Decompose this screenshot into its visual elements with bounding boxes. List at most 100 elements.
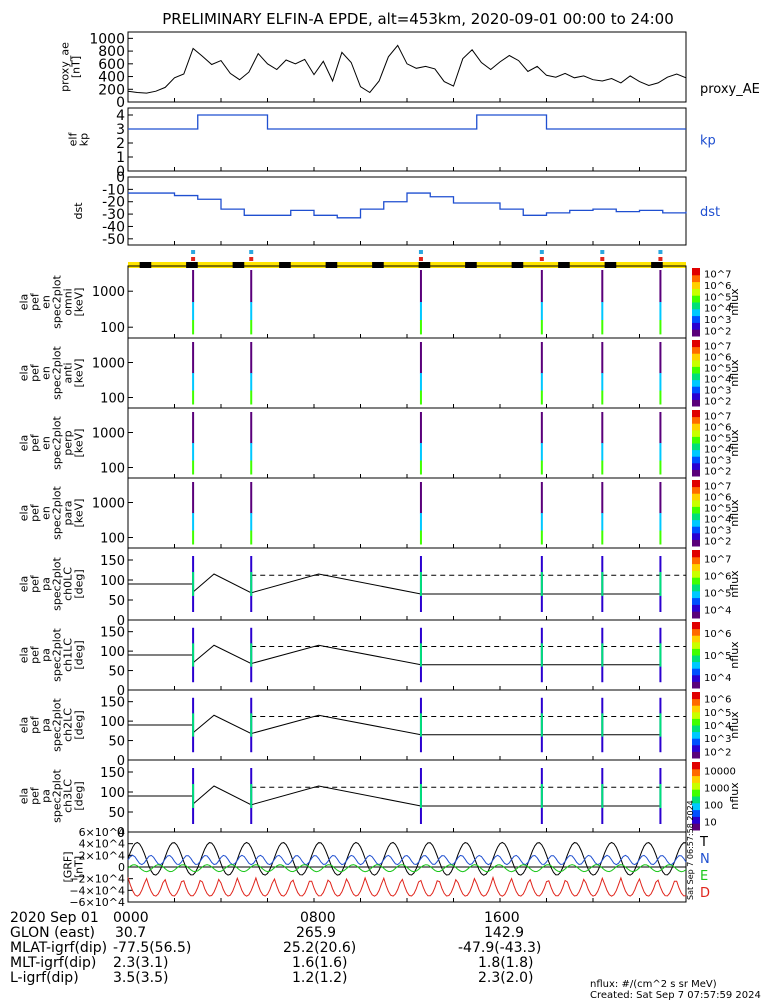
orbit-segment: [186, 262, 198, 268]
colorbar-cell: [692, 711, 700, 719]
pa-trace: [659, 572, 662, 596]
footer-units: nflux: #/(cm^2 s sr MeV): [590, 979, 717, 990]
y-axis-label: pef: [29, 503, 42, 522]
spectra-trace: [540, 390, 543, 405]
colorbar-tick: 10^4: [704, 304, 731, 315]
colorbar-cell: [692, 648, 700, 656]
colorbar-cell: [692, 366, 700, 374]
colorbar-cell: [692, 499, 700, 507]
colorbar-cell: [692, 789, 700, 797]
y-tick-label: 50: [108, 806, 125, 821]
y-tick-label: 1000: [92, 285, 125, 300]
spectra-trace: [540, 482, 543, 514]
row-value: 1.2(1.2): [292, 970, 347, 986]
spectra-trace: [540, 513, 543, 531]
y-axis-label: spec2plot: [51, 486, 64, 540]
colorbar-tick: 10^6: [704, 353, 731, 364]
y-axis-label: [deg]: [73, 710, 86, 739]
spectra-trace: [659, 513, 662, 531]
colorbar-tick: 10: [704, 818, 717, 829]
colorbar-tick: 10^5: [704, 504, 731, 515]
legend-proxy-ae: proxy_AE: [700, 82, 760, 97]
colorbar-cell: [692, 526, 700, 534]
spectra-trace: [659, 270, 662, 303]
y-axis-label: kp: [78, 133, 91, 146]
colorbar-cell: [692, 816, 700, 824]
colorbar-cell: [692, 738, 700, 746]
pa-trace: [250, 643, 253, 667]
colorbar-tick: 10^5: [704, 434, 731, 445]
colorbar-cell: [692, 410, 700, 418]
colorbar-cell: [692, 379, 700, 387]
y-tick-label: 50: [108, 735, 125, 750]
orbit-segment: [325, 262, 338, 268]
spectra-trace: [419, 482, 422, 514]
y-axis-label: pa: [40, 577, 53, 591]
colorbar-label: nflux: [728, 570, 741, 598]
spectra-trace: [540, 302, 543, 320]
colorbar-tick: 10^4: [704, 445, 731, 456]
colorbar-cell: [692, 340, 700, 348]
colorbar-cell: [692, 329, 700, 337]
spectra-trace: [419, 342, 422, 374]
y-axis-label: pa: [40, 718, 53, 732]
y-tick-label: 0: [117, 684, 125, 699]
legend-D: D: [700, 886, 710, 901]
y-axis-label: perp: [62, 430, 75, 455]
y-tick-label: -30: [102, 207, 125, 223]
colorbar-cell: [692, 796, 700, 804]
y-tick-label: 3: [116, 122, 125, 138]
spectra-trace: [659, 342, 662, 374]
y-tick-label: 100: [100, 392, 125, 407]
spectra-trace: [419, 443, 422, 461]
colorbar-cell: [692, 295, 700, 303]
y-tick-label: 150: [100, 554, 125, 569]
row-value: 0800: [300, 910, 336, 926]
y-axis-label: [GRF]: [62, 851, 75, 882]
colorbar-cell: [692, 698, 700, 706]
series-line-N: [127, 854, 687, 866]
colorbar-tick: 10^3: [704, 734, 731, 745]
loss-cone-line: [192, 644, 661, 666]
colorbar-tick: 10^4: [704, 721, 731, 732]
orbit-segment: [558, 262, 570, 268]
legend-N: N: [700, 852, 710, 867]
colorbar-tick: 10^3: [704, 456, 731, 467]
y-axis-label: en: [40, 436, 53, 450]
orbit-segment: [139, 262, 152, 268]
y-tick-label: 50: [108, 665, 125, 680]
y-tick-label: 1000: [89, 31, 125, 47]
event-marker: [539, 250, 544, 254]
y-tick-label: 100: [100, 462, 125, 477]
colorbar-cell: [692, 302, 700, 310]
y-tick-label: 50: [108, 594, 125, 609]
event-marker: [418, 250, 423, 254]
event-marker: [600, 250, 605, 254]
colorbar-tick: 10^6: [704, 695, 731, 706]
y-axis-label: en: [40, 506, 53, 520]
y-tick-label: 1000: [92, 357, 125, 372]
spectra-trace: [659, 460, 662, 475]
colorbar-cell: [692, 274, 700, 283]
colorbar-cell: [692, 597, 700, 605]
colorbar-tick: 10^2: [704, 747, 731, 758]
spectra-trace: [250, 530, 253, 545]
y-tick-label: 0: [117, 754, 125, 769]
spectra-trace: [250, 320, 253, 335]
spectra-trace: [250, 482, 253, 514]
colorbar-cell: [692, 725, 700, 733]
colorbar-tick: 10000: [704, 767, 736, 778]
y-tick-label: 400: [98, 70, 125, 86]
row-value: 30.7: [115, 925, 146, 941]
spectra-trace: [601, 513, 604, 531]
colorbar-tick: 10^4: [704, 606, 731, 617]
pa-trace: [419, 643, 422, 667]
spectra-trace: [192, 443, 195, 461]
spectra-trace: [601, 530, 604, 545]
y-axis-label: para: [62, 501, 75, 526]
colorbar-cell: [692, 436, 700, 444]
y-tick-label: 0: [116, 170, 125, 186]
y-tick-label: 2×10^4: [79, 849, 125, 862]
colorbar-cell: [692, 705, 700, 713]
colorbar-cell: [692, 513, 700, 521]
